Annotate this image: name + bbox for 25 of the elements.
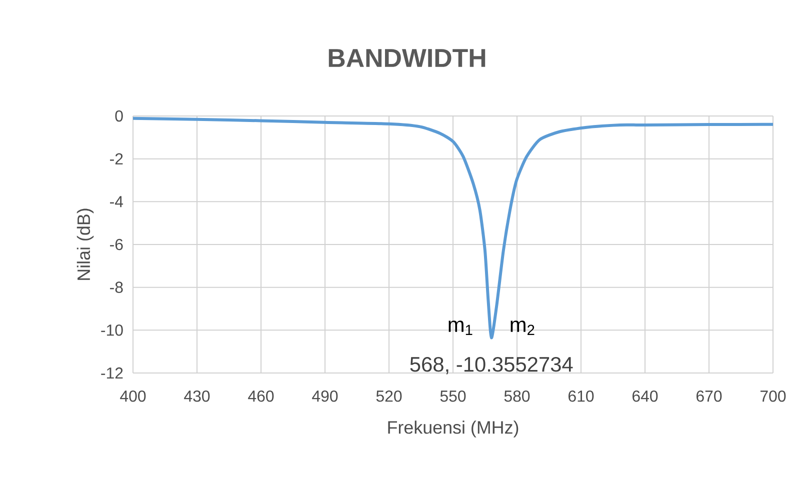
y-tick-label: -10 — [101, 324, 123, 336]
line-series — [132, 116, 775, 340]
y-tick-label: -4 — [110, 196, 124, 208]
x-tick-label: 640 — [632, 390, 658, 402]
annotation: 568, -10.3552734 — [410, 356, 573, 374]
x-tick-label: 700 — [760, 390, 786, 402]
x-tick-label: 400 — [120, 390, 146, 402]
x-tick-label: 670 — [696, 390, 722, 402]
x-tick-label: 550 — [440, 390, 466, 402]
annotation: m$_{2}$ — [510, 320, 534, 335]
x-tick-label: 610 — [568, 390, 594, 402]
x-tick-label: 580 — [504, 390, 530, 402]
y-tick-label: -2 — [110, 153, 123, 164]
x-tick-label: 460 — [248, 390, 274, 402]
chart-title: BANDWIDTH — [328, 49, 486, 67]
x-tick-label: 520 — [376, 390, 402, 402]
y-tick-label: -6 — [110, 238, 123, 250]
annotation: m$_{1}$ — [448, 320, 472, 335]
y-tick-label: -8 — [110, 282, 123, 293]
y-axis-title: Nilai (dB) — [76, 208, 94, 280]
x-axis-title: Frekuensi (MHz) — [388, 420, 518, 438]
x-tick-label: 490 — [312, 390, 338, 402]
y-tick-label: -12 — [101, 367, 123, 379]
x-tick-label: 430 — [184, 390, 210, 402]
y-tick-label: 0 — [115, 110, 123, 122]
